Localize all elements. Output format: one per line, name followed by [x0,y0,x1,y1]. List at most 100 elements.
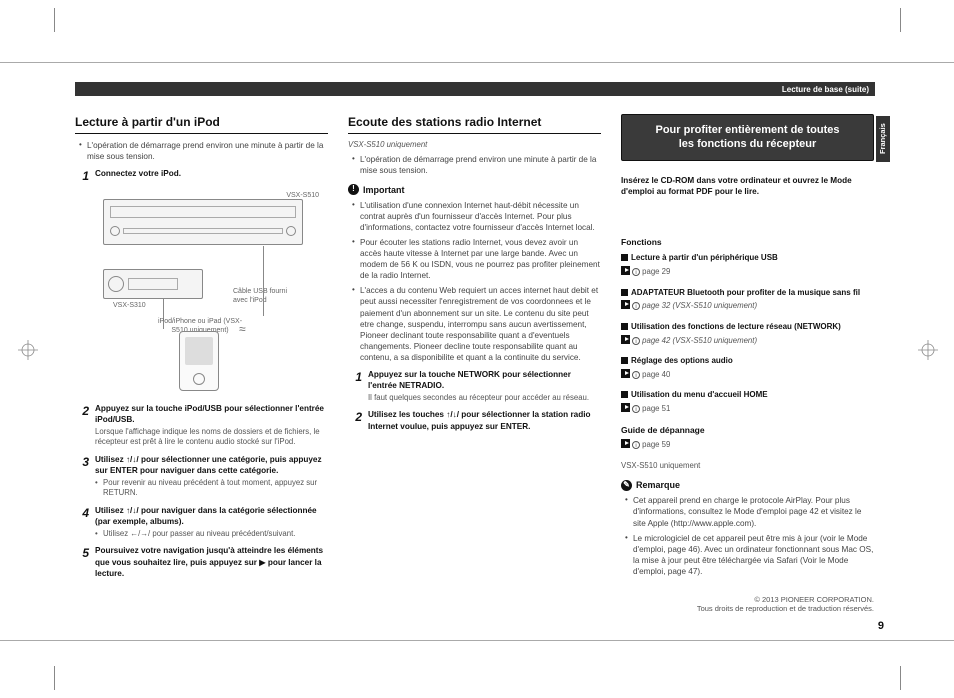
function-ref: page 51 [642,404,670,413]
receiver-vsx-s310-icon [103,269,203,299]
page-number: 9 [878,620,884,632]
ipod-device-icon [179,331,219,391]
manual-icon: i [632,302,640,310]
step-number: 1 [75,168,89,184]
step-title: Utilisez ↑/↓/ pour sélectionner une caté… [95,454,328,476]
step-sub: Utilisez ←/→/ pour passer au niveau préc… [95,529,328,540]
square-bullet-icon [621,254,628,261]
square-bullet-icon [621,391,628,398]
step-title: Appuyez sur la touche NETWORK pour sélec… [368,369,601,391]
crop-mark [54,666,55,690]
arrow-icon [621,369,630,378]
col1-heading: Lecture à partir d'un iPod [75,114,328,134]
receiver-vsx-s510-icon [103,199,303,245]
remarque-heading: ✎ Remarque [621,479,874,491]
square-bullet-icon [621,289,628,296]
manual-icon: i [632,337,640,345]
function-item: Utilisation des fonctions de lecture rés… [621,322,874,346]
step-title: Poursuivez votre navigation jusqu'à atte… [95,545,328,578]
manual-icon: i [632,441,640,449]
step-sub: Pour revenir au niveau précédent à tout … [95,478,328,499]
function-item: ADAPTATEUR Bluetooth pour profiter de la… [621,288,874,312]
approx-symbol: ≈ [239,321,246,337]
wire-icon [263,246,264,316]
remarque-bullet: Le micrologiciel de cet appareil peut êt… [621,533,874,577]
step-4: 4 Utilisez ↑/↓/ pour naviguer dans la ca… [75,505,328,540]
arrow-icon [621,439,630,448]
step-number: 2 [75,403,89,448]
header-bar: Lecture de base (suite) [75,82,875,96]
col2-step-1: 1 Appuyez sur la touche NETWORK pour sél… [348,369,601,404]
content-columns: Lecture à partir d'un iPod L'opération d… [75,114,875,624]
box-line2: les fonctions du récepteur [628,137,867,151]
column-3: Pour profiter entièrement de toutes les … [621,114,874,614]
important-heading: ! Important [348,184,601,196]
important-label: Important [363,184,405,196]
step-title: Utilisez ↑/↓/ pour naviguer dans la caté… [95,505,328,527]
function-ref: page 42 (VSX-S510 uniquement) [642,336,757,345]
function-title: ADAPTATEUR Bluetooth pour profiter de la… [631,288,860,297]
arrow-icon [621,300,630,309]
col2-heading: Ecoute des stations radio Internet [348,114,601,134]
square-bullet-icon [621,357,628,364]
col2-step-2: 2 Utilisez les touches ↑/↓/ pour sélecti… [348,409,601,433]
diagram-label-vsx-s310: VSX-S310 [113,301,146,310]
square-bullet-icon [621,323,628,330]
important-bullet: Pour écouter les stations radio Internet… [348,237,601,281]
model-only-note: VSX-S510 uniquement [621,461,874,472]
rule-top [0,62,954,63]
note-icon: ✎ [621,480,632,491]
step-number: 5 [75,545,89,580]
box-line1: Pour profiter entièrement de toutes [628,123,867,137]
function-title: Réglage des options audio [631,356,733,365]
function-item: Lecture à partir d'un périphérique USB i… [621,253,874,277]
step-title: Connectez votre iPod. [95,168,328,179]
function-title: Utilisation des fonctions de lecture rés… [631,322,841,331]
remarque-bullet: Cet appareil prend en charge le protocol… [621,495,874,528]
important-bullet: L'utilisation d'une connexion Internet h… [348,200,601,233]
functions-heading: Fonctions [621,237,874,248]
important-icon: ! [348,184,359,195]
registration-mark-icon [918,340,938,360]
step-2: 2 Appuyez sur la touche iPod/USB pour sé… [75,403,328,448]
column-2: Ecoute des stations radio Internet VSX-S… [348,114,601,624]
step-text: Lorsque l'affichage indique les noms de … [95,427,328,448]
step-title: Appuyez sur la touche iPod/USB pour séle… [95,403,328,425]
arrow-icon [621,266,630,275]
remarque-label: Remarque [636,479,680,491]
registration-mark-icon [18,340,38,360]
step-number: 3 [75,454,89,499]
crop-mark [900,666,901,690]
function-ref: page 32 (VSX-S510 uniquement) [642,301,757,310]
copyright: © 2013 PIONEER CORPORATION. Tous droits … [697,595,874,615]
manual-icon: i [632,405,640,413]
crop-mark [54,8,55,32]
crop-mark [900,8,901,32]
copyright-line1: © 2013 PIONEER CORPORATION. [697,595,874,605]
manual-icon: i [632,268,640,276]
step-5: 5 Poursuivez votre navigation jusqu'à at… [75,545,328,580]
step-number: 4 [75,505,89,540]
function-item: Réglage des options audio i page 40 [621,356,874,380]
important-bullet: L'acces a du contenu Web requiert un acc… [348,285,601,362]
function-title: Utilisation du menu d'accueil HOME [631,390,768,399]
rule-bottom [0,640,954,641]
language-tab: Français [876,116,890,162]
header-section-title: Lecture de base (suite) [782,85,869,94]
guide-ref: page 59 [642,440,670,449]
function-item: Utilisation du menu d'accueil HOME i pag… [621,390,874,414]
step-number: 2 [348,409,362,433]
step-3: 3 Utilisez ↑/↓/ pour sélectionner une ca… [75,454,328,499]
step-1: 1 Connectez votre iPod. [75,168,328,184]
step-title: Utilisez les touches ↑/↓/ pour sélection… [368,409,601,431]
guide-heading: Guide de dépannage [621,425,874,436]
highlight-box: Pour profiter entièrement de toutes les … [621,114,874,161]
step-number: 1 [348,369,362,404]
connection-diagram: VSX-S510 VSX-S310 Câble USB fourni avec … [93,191,323,397]
manual-icon: i [632,371,640,379]
col3-intro: Insérez le CD-ROM dans votre ordinateur … [621,175,874,197]
function-ref: page 29 [642,267,670,276]
function-ref: page 40 [642,370,670,379]
col2-intro-bullet: L'opération de démarrage prend environ u… [348,154,601,176]
function-title: Lecture à partir d'un périphérique USB [631,253,778,262]
